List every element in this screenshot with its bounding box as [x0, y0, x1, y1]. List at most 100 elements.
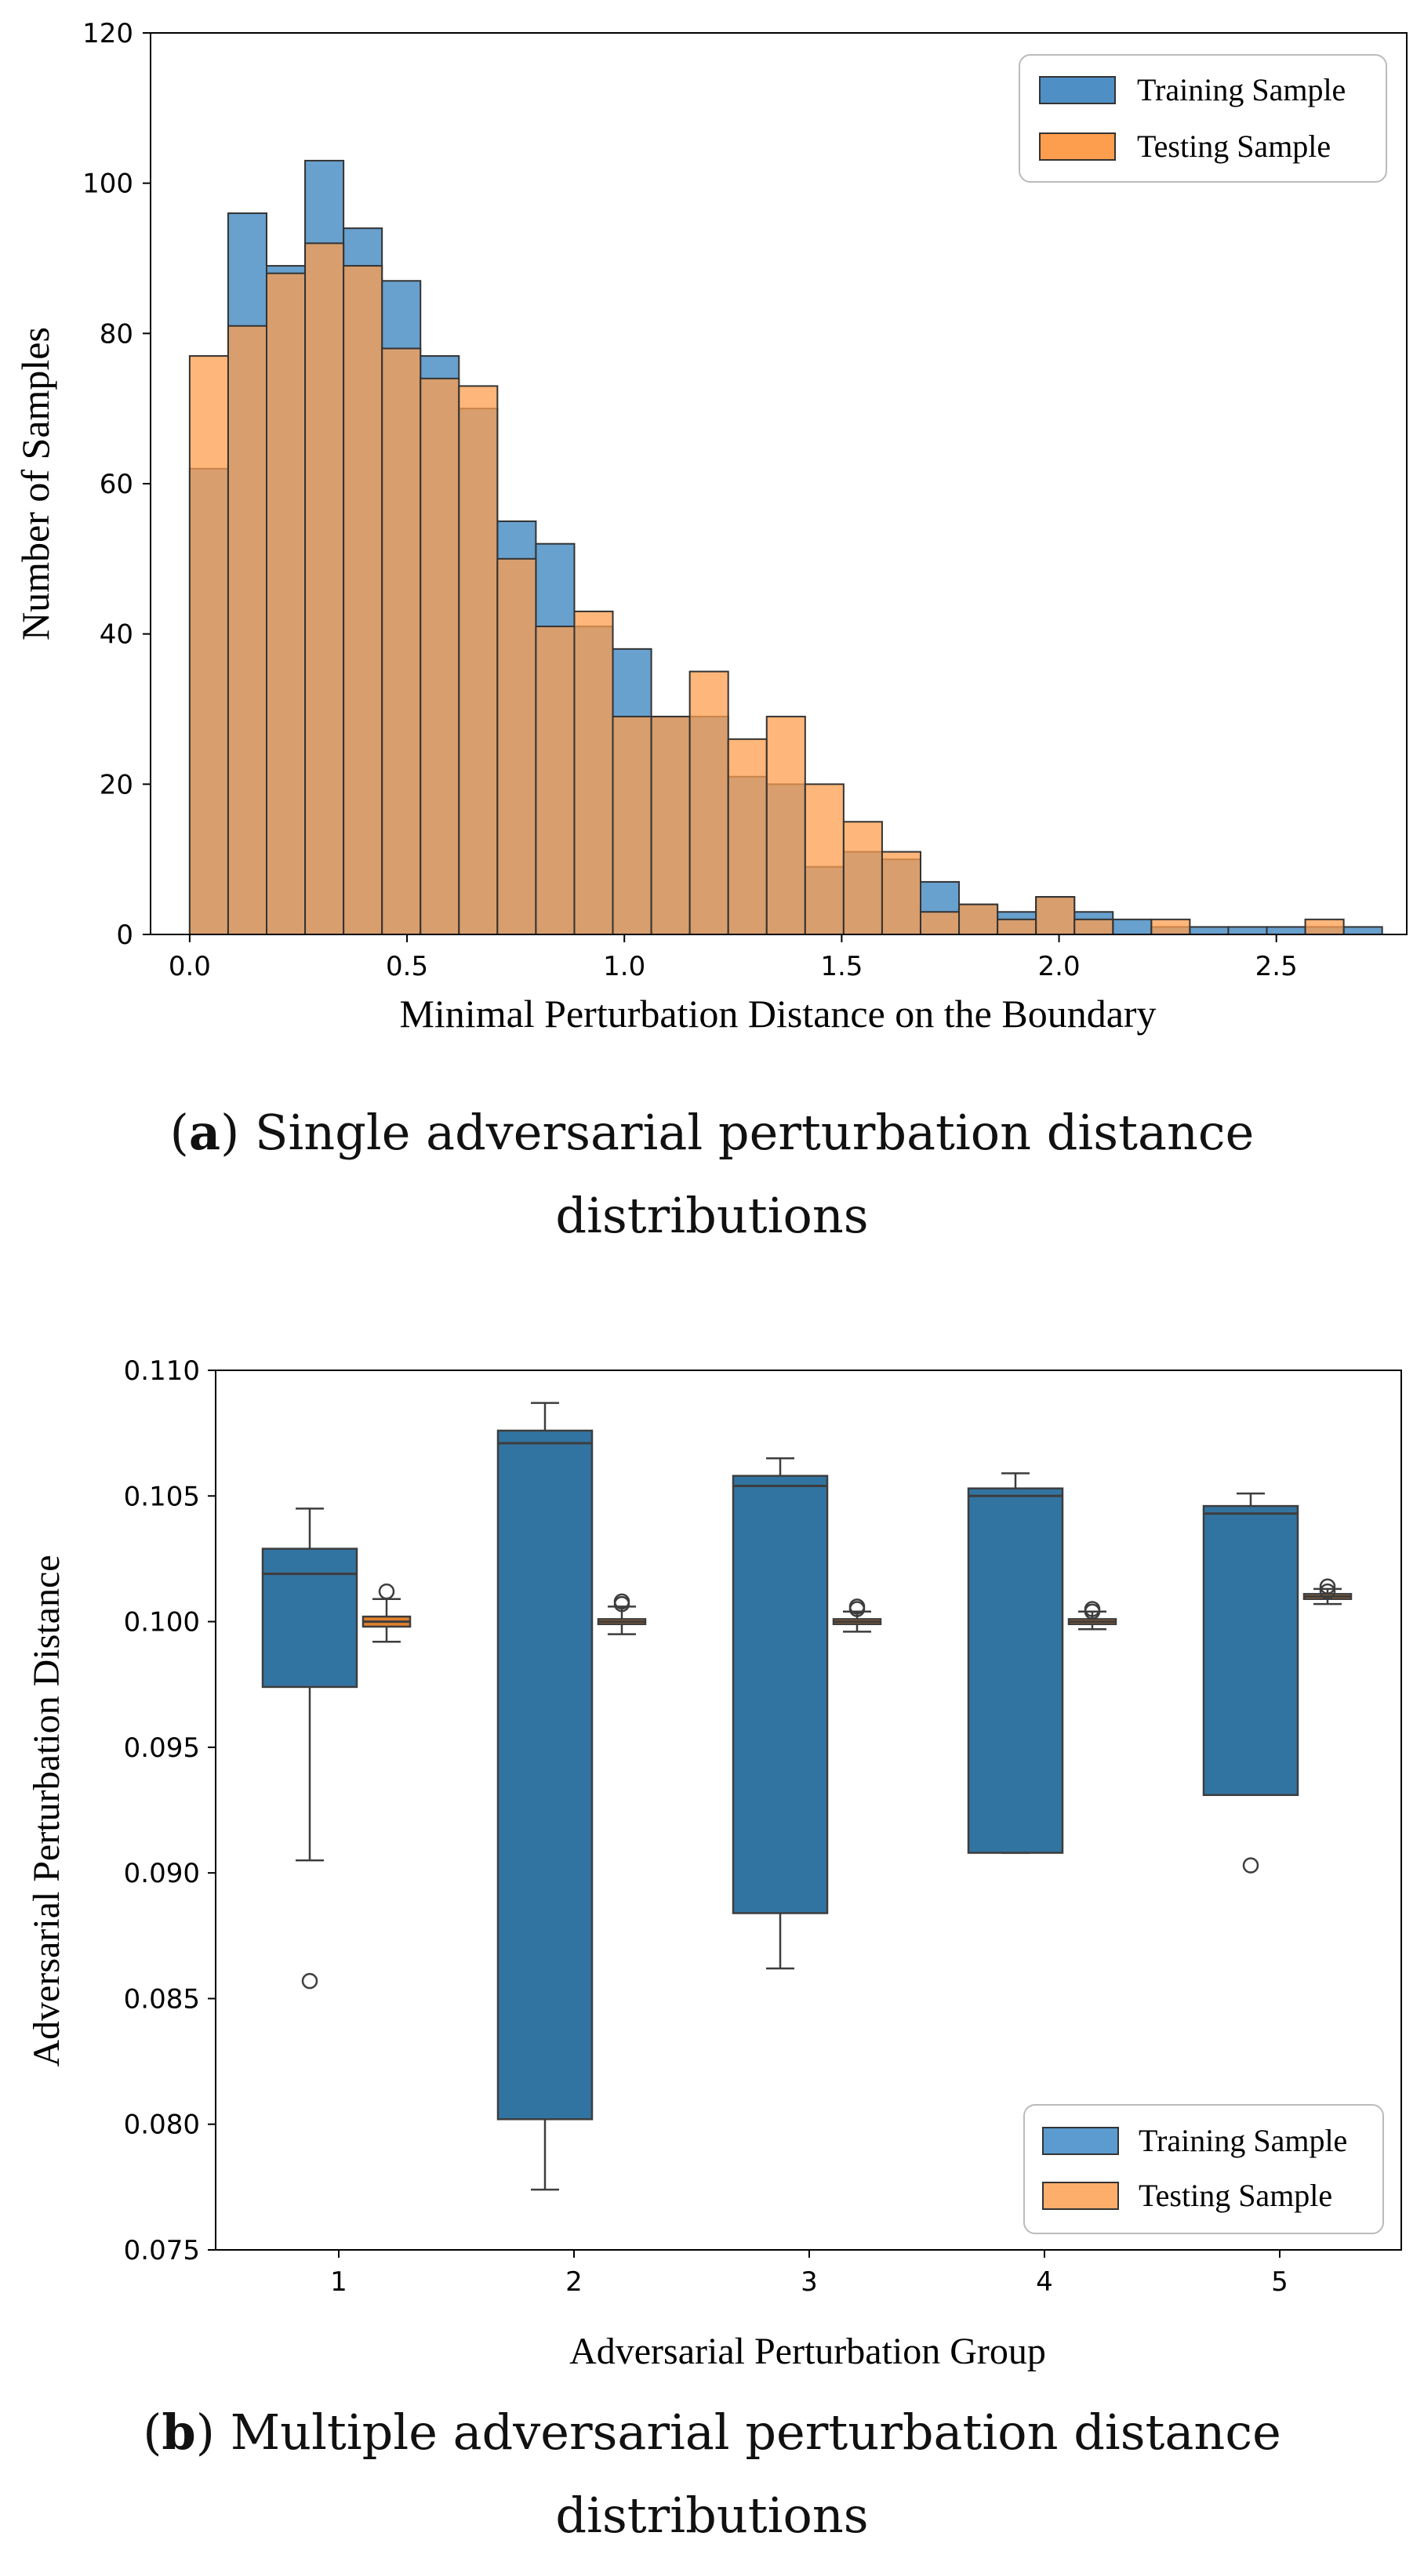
x-tick-label: 2	[565, 2266, 583, 2298]
outlier-testing	[1084, 1603, 1101, 1620]
y-tick-label: 0.095	[124, 1732, 200, 1764]
hist-bar-testing	[304, 242, 345, 936]
hist-bar-testing	[919, 911, 961, 935]
outlier-testing	[848, 1601, 866, 1617]
box-training	[1202, 1504, 1299, 1797]
caption-b-letter: b	[162, 2404, 196, 2461]
x-tick-label: 3	[801, 2266, 818, 2298]
hist-bar-testing	[1035, 896, 1076, 936]
outlier-testing	[378, 1583, 395, 1600]
box-training	[967, 1487, 1064, 1854]
y-tick-label: 100	[82, 169, 133, 200]
outlier-testing	[1319, 1578, 1336, 1595]
x-tick-label: 4	[1036, 2266, 1053, 2298]
x-tick-label: 0.5	[386, 951, 428, 982]
hist-bar-testing	[650, 716, 691, 935]
hist-bar-testing	[381, 347, 422, 935]
caption-b-line1: Multiple adversarial perturbation distan…	[230, 2404, 1281, 2461]
caption-a-line1: Single adversarial perturbation distance	[254, 1104, 1255, 1161]
hist-bar-training	[1227, 926, 1268, 935]
boxplot-chart: 1 2 3 4 5 0.075 0.080 0.085 0.090 0.095 0.100 0.10…	[26, 1355, 1402, 2372]
hist-bar-testing	[688, 670, 729, 935]
hist-bar-training	[1112, 918, 1153, 936]
hist-bar-training	[1189, 926, 1230, 935]
hist-bar-testing	[612, 716, 652, 935]
hist-bar-testing	[997, 918, 1037, 936]
outlier-training	[301, 1972, 318, 1990]
x-tick-label: 2.0	[1038, 951, 1081, 982]
boxplot-x-ticks: 1 2 3 4 5	[330, 2250, 1288, 2298]
hist-bar-testing	[227, 325, 268, 935]
x-tick-label: 1.5	[820, 951, 863, 982]
hist-bar-testing	[458, 385, 499, 935]
hist-bar-testing	[727, 738, 768, 935]
y-tick-label: 0.105	[124, 1481, 200, 1512]
caption-a-line2: distributions	[555, 1187, 869, 1244]
y-tick-label: 0.110	[124, 1355, 200, 1387]
boxplot-x-axis-label: Adversarial Perturbation Group	[569, 2331, 1046, 2372]
hist-bar-testing	[1304, 918, 1345, 936]
histogram-y-axis-label: Number of Samples	[13, 327, 57, 640]
caption-b-line2: distributions	[555, 2487, 869, 2544]
x-tick-label: 2.5	[1255, 951, 1298, 982]
x-tick-label: 0.0	[169, 951, 211, 982]
y-tick-label: 0.075	[124, 2235, 200, 2266]
box-training	[261, 1547, 358, 1689]
y-tick-label: 0.085	[124, 1983, 200, 2015]
hist-bar-testing	[958, 903, 999, 935]
legend-swatch-testing	[1039, 132, 1116, 161]
y-tick-label: 0.100	[124, 1607, 200, 1638]
boxplot-legend: Training Sample Testing Sample	[1023, 2104, 1384, 2234]
histogram-chart: 0.0 0.5 1.0 1.5 2.0 2.5 0 20 40 60 80 100 120 Minim…	[13, 18, 1408, 1036]
box-training	[496, 1429, 594, 2121]
hist-bar-testing	[496, 557, 537, 935]
y-tick-label: 60	[100, 469, 133, 500]
outlier-testing	[1319, 1583, 1336, 1600]
hist-bar-testing	[266, 272, 307, 935]
y-tick-label: 40	[100, 619, 133, 651]
hist-bar-testing	[804, 783, 845, 935]
x-tick-label: 1	[330, 2266, 347, 2298]
hist-bar-testing	[343, 265, 383, 936]
boxplot-y-ticks: 0.075 0.080 0.085 0.090 0.095 0.100 0.105 0.110	[124, 1355, 216, 2266]
caption-a: (a) Single adversarial perturbation dist…	[169, 1104, 1255, 1244]
hist-bar-training	[1266, 926, 1306, 935]
legend-label-testing: Testing Sample	[1139, 2178, 1332, 2213]
boxplot-boxes	[261, 1402, 1353, 2191]
x-tick-label: 5	[1271, 2266, 1288, 2298]
box-training	[732, 1475, 829, 1914]
x-tick-label: 1.0	[603, 951, 645, 982]
legend-label-training: Training Sample	[1137, 72, 1346, 107]
hist-bar-testing	[573, 610, 614, 936]
y-tick-label: 0.080	[124, 2110, 200, 2141]
legend-label-training: Training Sample	[1139, 2123, 1347, 2158]
hist-bar-testing	[765, 716, 806, 935]
hist-bar-training	[1342, 926, 1383, 935]
hist-bar-testing	[842, 821, 883, 935]
outlier-testing	[613, 1595, 630, 1613]
caption-a-letter: a	[188, 1104, 221, 1161]
hist-bar-testing	[188, 355, 229, 936]
histogram-y-ticks: 0 20 40 60 80 100 120	[82, 18, 151, 951]
hist-bar-testing	[1073, 918, 1114, 936]
y-tick-label: 20	[100, 769, 133, 800]
y-tick-label: 120	[82, 18, 133, 49]
legend-swatch-testing	[1042, 2182, 1119, 2210]
outlier-training	[1242, 1857, 1259, 1874]
legend-swatch-training	[1042, 2127, 1119, 2155]
boxplot-y-axis-label: Adversarial Perturbation Distance	[26, 1555, 67, 2066]
histogram-x-axis-label: Minimal Perturbation Distance on the Bou…	[399, 992, 1156, 1036]
hist-bar-testing	[881, 851, 921, 936]
histogram-legend: Training Sample Testing Sample	[1019, 54, 1387, 183]
legend-swatch-training	[1039, 76, 1116, 104]
legend-label-testing: Testing Sample	[1137, 129, 1331, 164]
hist-bar-testing	[1150, 918, 1191, 936]
hist-bar-testing	[535, 626, 576, 935]
caption-b: (b) Multiple adversarial perturbation di…	[143, 2404, 1281, 2544]
histogram-bars	[188, 159, 1383, 936]
y-tick-label: 80	[100, 318, 133, 350]
y-tick-label: 0.090	[124, 1858, 200, 1889]
y-tick-label: 0	[116, 920, 133, 951]
hist-bar-testing	[420, 377, 460, 936]
histogram-x-ticks: 0.0 0.5 1.0 1.5 2.0 2.5	[169, 934, 1298, 982]
